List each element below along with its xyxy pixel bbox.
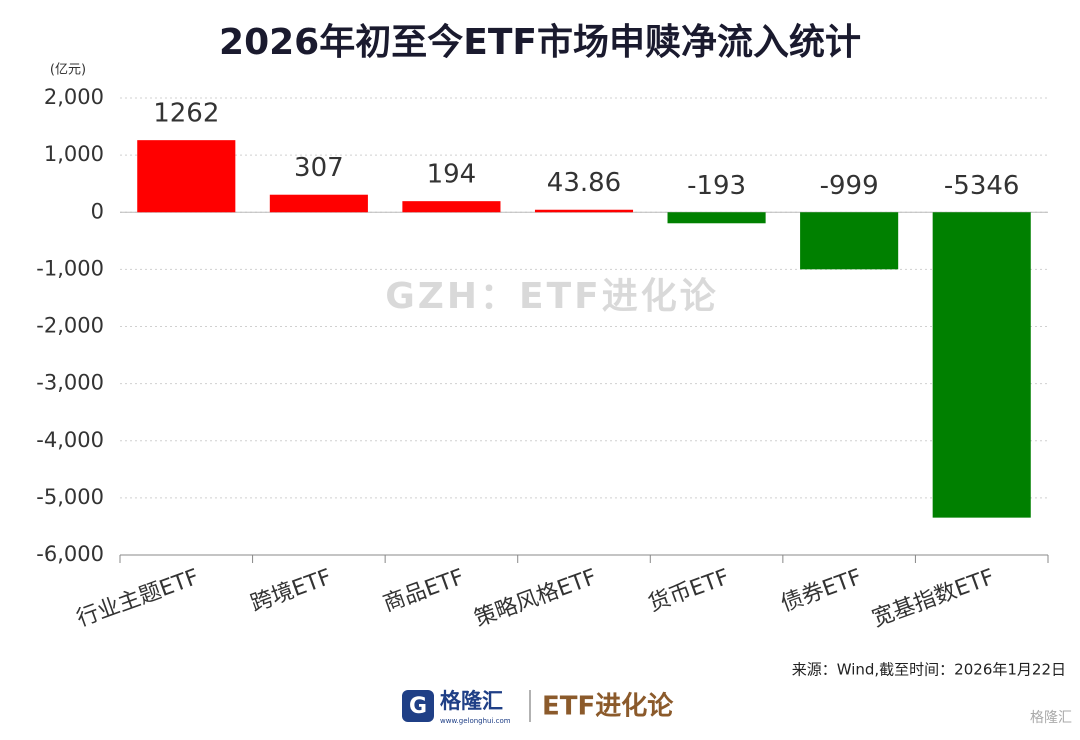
data-label: -5346	[944, 171, 1020, 201]
watermark: GZH：ETF进化论	[385, 276, 719, 317]
corner-mark: 格隆汇	[1030, 710, 1072, 726]
data-label: -193	[687, 171, 746, 201]
logo-glyph: G	[409, 694, 427, 719]
bar	[402, 201, 501, 213]
y-tick-label: -1,000	[36, 256, 104, 280]
data-label: 1262	[153, 99, 219, 129]
logo-icon	[402, 690, 434, 722]
data-label: -999	[820, 171, 879, 201]
bar	[534, 209, 634, 213]
y-unit: (亿元)	[50, 63, 86, 78]
brand-logo: G 格隆汇 www.gelonghui.com ETF进化论	[402, 689, 674, 725]
y-tick-label: 2,000	[44, 85, 104, 109]
bar	[269, 194, 368, 213]
logo-text: 格隆汇	[440, 689, 503, 713]
y-tick-label: -3,000	[36, 371, 104, 395]
chart-title: 2026年初至今ETF市场申赎净流入统计	[219, 22, 861, 63]
y-tick-label: -2,000	[36, 314, 104, 338]
account-name: ETF进化论	[542, 692, 674, 722]
bar	[667, 212, 766, 224]
y-tick-label: -5,000	[36, 485, 104, 509]
source-note: 来源：Wind,截至时间：2026年1月22日	[792, 661, 1066, 679]
data-label: 307	[294, 153, 344, 183]
y-tick-label: -6,000	[36, 542, 104, 566]
y-tick-label: 0	[91, 199, 104, 223]
y-tick-label: 1,000	[44, 142, 104, 166]
bar	[932, 212, 1031, 518]
bar	[137, 140, 236, 213]
y-tick-label: -4,000	[36, 428, 104, 452]
bar	[800, 212, 899, 270]
data-label: 43.86	[547, 168, 621, 198]
data-label: 194	[427, 160, 477, 190]
logo-site: www.gelonghui.com	[440, 717, 511, 725]
